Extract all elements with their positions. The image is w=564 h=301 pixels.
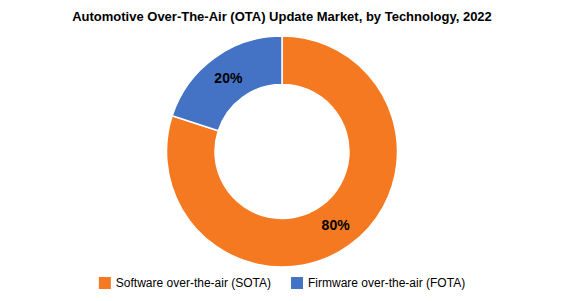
title: Automotive Over-The-Air (OTA) Update Mar… xyxy=(72,9,492,24)
legend-item: Firmware over-the-air (FOTA) xyxy=(291,276,465,290)
legend-label: Firmware over-the-air (FOTA) xyxy=(308,276,465,290)
data-label: 80% xyxy=(322,217,351,233)
slice xyxy=(172,36,282,131)
legend: Software over-the-air (SOTA) Firmware ove… xyxy=(99,276,465,290)
data-labels: 80% 20% xyxy=(214,70,350,234)
legend-swatch xyxy=(291,277,303,289)
plot xyxy=(167,36,398,267)
data-label: 20% xyxy=(214,70,243,86)
chart: Automotive Over-The-Air (OTA) Update Mar… xyxy=(0,0,564,301)
legend-label: Software over-the-air (SOTA) xyxy=(116,276,271,290)
slice xyxy=(167,36,398,267)
legend-item: Software over-the-air (SOTA) xyxy=(99,276,271,290)
legend-swatch xyxy=(99,277,111,289)
